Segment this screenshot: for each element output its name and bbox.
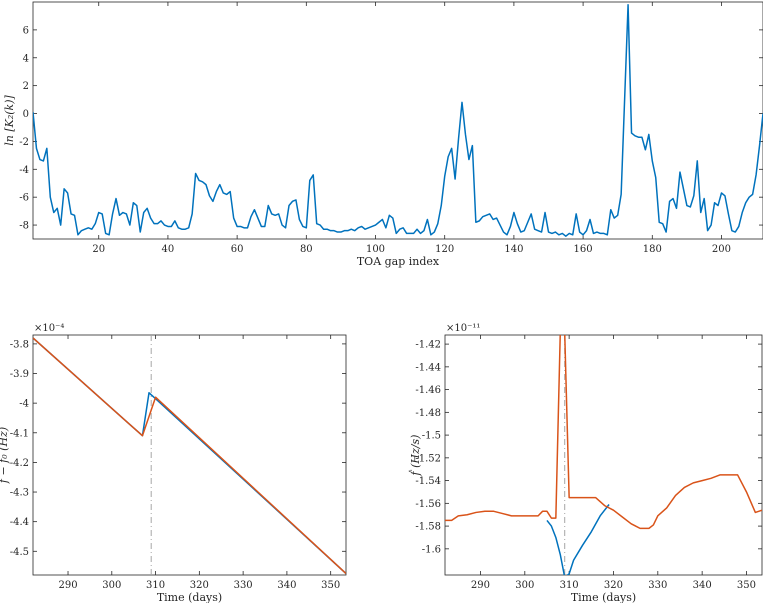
x-tick-label: 310 xyxy=(560,580,579,591)
x-tick-label: 40 xyxy=(162,244,175,255)
x-tick-label: 350 xyxy=(321,580,340,591)
y-tick-label: -1.58 xyxy=(415,522,441,533)
x-tick-label: 300 xyxy=(102,580,121,591)
y-tick-label: -1.42 xyxy=(415,340,441,351)
x-tick-label: 20 xyxy=(92,244,105,255)
y-tick-label: 6 xyxy=(23,25,29,36)
y-tick-label: -1.52 xyxy=(415,453,441,464)
y-exponent-label: ×10⁻⁴ xyxy=(34,323,64,334)
x-tick-label: 320 xyxy=(604,580,623,591)
y-axis-label: ln [K₂(k)] xyxy=(3,95,16,146)
y-tick-label: -3.8 xyxy=(10,339,29,350)
x-tick-label: 290 xyxy=(471,580,490,591)
y-axis-label: ḟ (Hz/s) xyxy=(407,435,422,477)
chart-bottom-right: 290 300 310 320 330 340 350 -1.6 -1.58 -1.56 -1.54… xyxy=(407,323,763,603)
y-tick-label: -3.9 xyxy=(10,369,29,380)
x-tick-label: 80 xyxy=(300,244,313,255)
chart-bottom-left: 290 300 310 320 330 340 350 -4.5 -4.4 -4.3 -4.2 -4.… xyxy=(0,323,347,603)
series-line-blue xyxy=(33,4,763,237)
y-tick-label: -1.54 xyxy=(415,476,441,487)
y-tick-label: -1.5 xyxy=(422,431,441,442)
x-tick-label: 330 xyxy=(648,580,667,591)
y-tick-label: -4.3 xyxy=(10,488,29,499)
series-line-orange xyxy=(33,337,346,575)
y-tick-label: -1.44 xyxy=(415,362,441,373)
y-axis-label: f − f₀ (Hz) xyxy=(0,427,10,484)
y-tick-label: -6 xyxy=(19,193,29,204)
y-tick-label: -4.4 xyxy=(10,517,29,528)
y-tick-label: -4.1 xyxy=(10,428,29,439)
x-tick-label: 340 xyxy=(277,580,296,591)
y-tick-label: -4.2 xyxy=(10,458,29,469)
x-tick-label: 300 xyxy=(515,580,534,591)
x-tick-label: 330 xyxy=(234,580,253,591)
x-axis-label: TOA gap index xyxy=(357,255,440,268)
x-tick-label: 310 xyxy=(146,580,165,591)
y-tick-label: -8 xyxy=(19,221,29,232)
x-tick-label: 120 xyxy=(435,244,454,255)
x-axis-label: Time (days) xyxy=(157,591,222,603)
y-tick-label: -1.46 xyxy=(415,385,441,396)
y-tick-label: -4 xyxy=(19,165,29,176)
x-tick-label: 140 xyxy=(504,244,523,255)
series-line-blue xyxy=(546,504,610,575)
y-tick-label: -1.6 xyxy=(422,544,441,555)
plot-frame xyxy=(444,334,763,576)
y-exponent-label: ×10⁻¹¹ xyxy=(446,323,480,334)
y-tick-label: 4 xyxy=(23,53,29,64)
x-tick-label: 200 xyxy=(712,244,731,255)
x-tick-label: 320 xyxy=(190,580,209,591)
x-tick-label: 350 xyxy=(737,580,756,591)
x-tick-label: 290 xyxy=(58,580,77,591)
x-tick-label: 100 xyxy=(366,244,385,255)
plot-frame xyxy=(32,1,763,240)
y-tick-label: -4 xyxy=(19,399,29,410)
x-tick-label: 180 xyxy=(643,244,662,255)
series-line-orange xyxy=(445,335,762,530)
x-tick-label: 340 xyxy=(693,580,712,591)
y-tick-label: -4.5 xyxy=(10,547,29,558)
plot-frame xyxy=(32,334,347,576)
y-tick-label: 2 xyxy=(23,81,29,92)
x-tick-label: 160 xyxy=(574,244,593,255)
y-tick-label: -1.56 xyxy=(415,499,441,510)
y-tick-label: -2 xyxy=(19,137,29,148)
y-tick-label: 0 xyxy=(23,109,29,120)
series-line-blue xyxy=(33,337,346,575)
y-tick-label: -1.48 xyxy=(415,408,441,419)
chart-top: 20 40 60 80 100 120 140 160 180 200 -8 -6 -4 -2 0 2 4 6 TO… xyxy=(3,1,763,268)
x-axis-label: Time (days) xyxy=(571,591,636,603)
x-tick-label: 60 xyxy=(231,244,244,255)
